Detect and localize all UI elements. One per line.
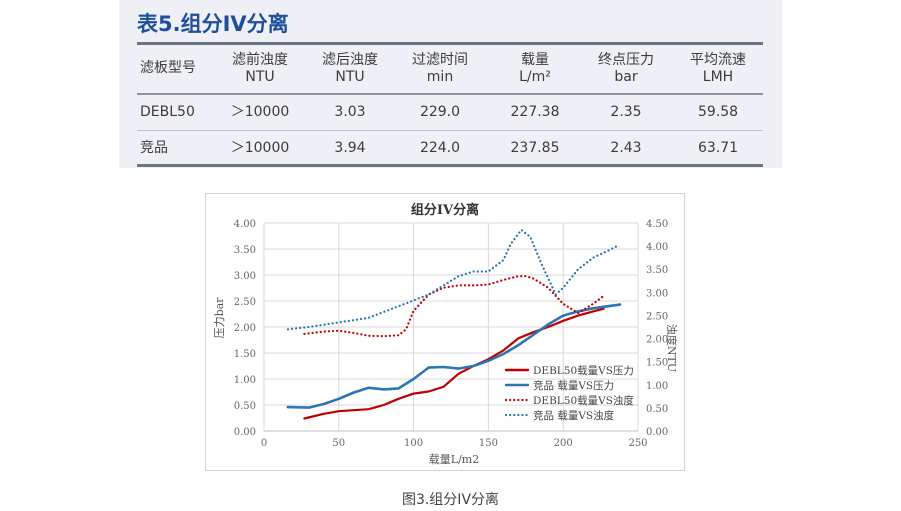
x-tick-label: 200 — [554, 438, 573, 449]
table-top-rule — [137, 42, 763, 45]
y-tick-label: 1.50 — [234, 349, 256, 360]
legend-label: 竞品 载量VS压力 — [533, 379, 614, 392]
y-tick-label: 2.50 — [234, 297, 256, 308]
header-label: 滤后浊度 — [322, 52, 378, 68]
y2-tick-label: 3.50 — [646, 265, 668, 276]
y-tick-label: 2.00 — [234, 323, 256, 334]
chart-title: 组分IV分离 — [411, 202, 479, 218]
header-unit: LMH — [702, 69, 734, 85]
header-label: 滤板型号 — [140, 60, 196, 76]
header-end-pressure: 终点压力 bar — [576, 52, 676, 86]
y-tick-label: 1.00 — [234, 375, 256, 386]
table-cell: 3.94 — [334, 140, 366, 156]
figure-caption: 图3.组分IV分离 — [401, 492, 500, 508]
y-axis-label: 压力bar — [213, 297, 226, 339]
x-axis-label: 载量L/m2 — [429, 453, 479, 466]
table-cell: DEBL50 — [140, 104, 195, 120]
table-cell: 224.0 — [419, 140, 461, 156]
y2-tick-label: 3.00 — [646, 288, 668, 299]
x-tick-label: 150 — [479, 438, 498, 449]
header-filtration-time: 过滤时间 min — [390, 52, 490, 86]
table-cell: 59.58 — [697, 104, 739, 120]
y2-tick-label: 4.50 — [646, 219, 668, 230]
header-capacity: 载量 L/m² — [485, 52, 585, 86]
header-unit: min — [426, 69, 454, 85]
chart-container: 组分IV分离 0.00 0.50 1.00 1.50 2.00 2.50 3.00 3.50 4… — [205, 193, 685, 471]
line-chart: 组分IV分离 0.00 0.50 1.00 1.50 2.00 2.50 3.00 3.50 4… — [213, 202, 679, 466]
table-header-rule — [137, 93, 763, 95]
header-unit: L/m² — [519, 69, 551, 85]
y2-axis-label: 浊度NTU — [665, 324, 679, 372]
y2-tick-label: 1.50 — [646, 358, 668, 369]
header-label: 滤前浊度 — [232, 52, 288, 68]
header-unit: NTU — [335, 69, 365, 85]
x-tick-label: 50 — [332, 438, 345, 449]
table-title: 表5.组分IV分离 — [137, 12, 289, 36]
header-pre-turbidity: 滤前浊度 NTU — [210, 52, 310, 86]
header-unit: bar — [614, 69, 638, 85]
table-row-separator — [137, 130, 763, 131]
y2-tick-label: 0.00 — [646, 427, 668, 438]
legend-label: DEBL50载量VS浊度 — [533, 394, 634, 407]
y2-tick-label: 4.00 — [646, 242, 668, 253]
table-cell: 237.85 — [510, 140, 560, 156]
table-cell: ＞10000 — [230, 140, 290, 156]
table-bottom-rule — [137, 164, 763, 167]
y-tick-label: 3.50 — [234, 245, 256, 256]
table-cell: 竞品 — [140, 140, 168, 156]
y-tick-label: 0.50 — [234, 401, 256, 412]
series-line — [303, 307, 605, 420]
series-line — [286, 228, 619, 331]
header-label: 终点压力 — [598, 52, 654, 68]
y-tick-label: 0.00 — [234, 427, 256, 438]
y2-tick-label: 2.50 — [646, 311, 668, 322]
table-panel — [119, 0, 782, 168]
header-filter-model: 滤板型号 — [140, 60, 196, 77]
table-cell: 63.71 — [697, 140, 739, 156]
header-avg-flux: 平均流速 LMH — [668, 52, 768, 86]
header-label: 平均流速 — [690, 52, 746, 68]
y2-tick-label: 1.00 — [646, 381, 668, 392]
x-tick-label: 250 — [628, 438, 647, 449]
y-tick-label: 4.00 — [234, 219, 256, 230]
y2-tick-label: 0.50 — [646, 404, 668, 415]
header-unit: NTU — [245, 69, 275, 85]
header-label: 载量 — [521, 52, 549, 68]
table-cell: ＞10000 — [230, 104, 290, 120]
x-tick-label: 0 — [261, 438, 267, 449]
y-tick-label: 3.00 — [234, 271, 256, 282]
table-cell: 2.35 — [610, 104, 642, 120]
header-post-turbidity: 滤后浊度 NTU — [300, 52, 400, 86]
legend-label: 竞品 载量VS浊度 — [533, 409, 615, 422]
header-label: 过滤时间 — [412, 52, 468, 68]
legend-label: DEBL50载量VS压力 — [533, 364, 634, 377]
table-cell: 2.43 — [610, 140, 642, 156]
series-line — [286, 303, 622, 409]
table-cell: 227.38 — [510, 104, 560, 120]
table-cell: 3.03 — [334, 104, 366, 120]
x-tick-label: 100 — [404, 438, 423, 449]
table-cell: 229.0 — [419, 104, 461, 120]
series-line — [303, 275, 605, 338]
y2-tick-label: 2.00 — [646, 335, 668, 346]
